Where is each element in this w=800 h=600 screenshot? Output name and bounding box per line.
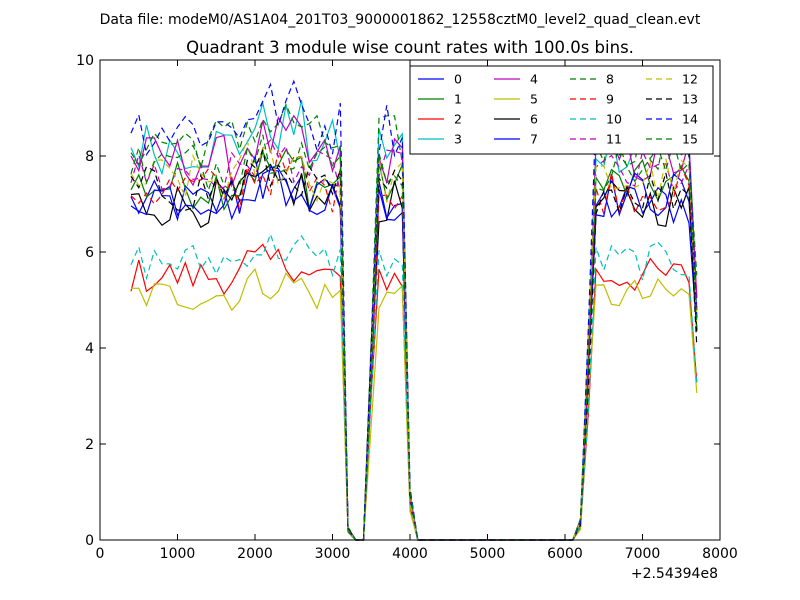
- y-tick-label: 10: [76, 53, 94, 69]
- y-tick-label: 6: [85, 245, 94, 261]
- plot-series: [130, 79, 698, 541]
- legend-label-13: 13: [682, 92, 698, 107]
- x-tick-label: 0: [96, 546, 105, 562]
- legend-label-1: 1: [454, 92, 462, 107]
- legend-label-6: 6: [530, 112, 538, 127]
- legend-label-12: 12: [682, 72, 698, 87]
- legend-label-4: 4: [530, 72, 538, 87]
- y-tick-label: 4: [85, 341, 94, 357]
- x-offset-label: +2.54394e8: [631, 566, 718, 582]
- x-axis: 0 1000 2000 3000 4000 5000 6000 7000 8000: [96, 60, 738, 562]
- x-tick-label: 8000: [702, 546, 738, 562]
- legend-label-0: 0: [454, 72, 462, 87]
- legend-box: [409, 65, 714, 155]
- series-line-10: [130, 232, 698, 541]
- legend-label-7: 7: [530, 132, 538, 147]
- chart-title: Quadrant 3 module wise count rates with …: [186, 38, 634, 57]
- x-tick-label: 6000: [547, 546, 583, 562]
- x-tick-label: 1000: [160, 546, 196, 562]
- y-tick-label: 0: [85, 533, 94, 549]
- legend-label-9: 9: [606, 92, 614, 107]
- y-tick-label: 8: [85, 149, 94, 165]
- legend-label-14: 14: [682, 112, 698, 127]
- x-tick-label: 4000: [392, 546, 428, 562]
- series-line-5: [130, 267, 698, 541]
- legend-label-5: 5: [530, 92, 538, 107]
- x-tick-label: 7000: [625, 546, 661, 562]
- x-tick-label: 2000: [237, 546, 273, 562]
- legend-label-15: 15: [682, 132, 698, 147]
- legend-label-10: 10: [606, 112, 622, 127]
- series-line-15: [130, 134, 698, 541]
- legend-label-3: 3: [454, 132, 462, 147]
- legend-label-2: 2: [454, 112, 462, 127]
- y-tick-label: 2: [85, 437, 94, 453]
- figure-suptitle: Data file: modeM0/AS1A04_201T03_90000018…: [100, 12, 701, 28]
- x-tick-label: 5000: [470, 546, 506, 562]
- legend-label-11: 11: [606, 132, 622, 147]
- x-tick-label: 3000: [315, 546, 351, 562]
- legend-label-8: 8: [606, 72, 614, 87]
